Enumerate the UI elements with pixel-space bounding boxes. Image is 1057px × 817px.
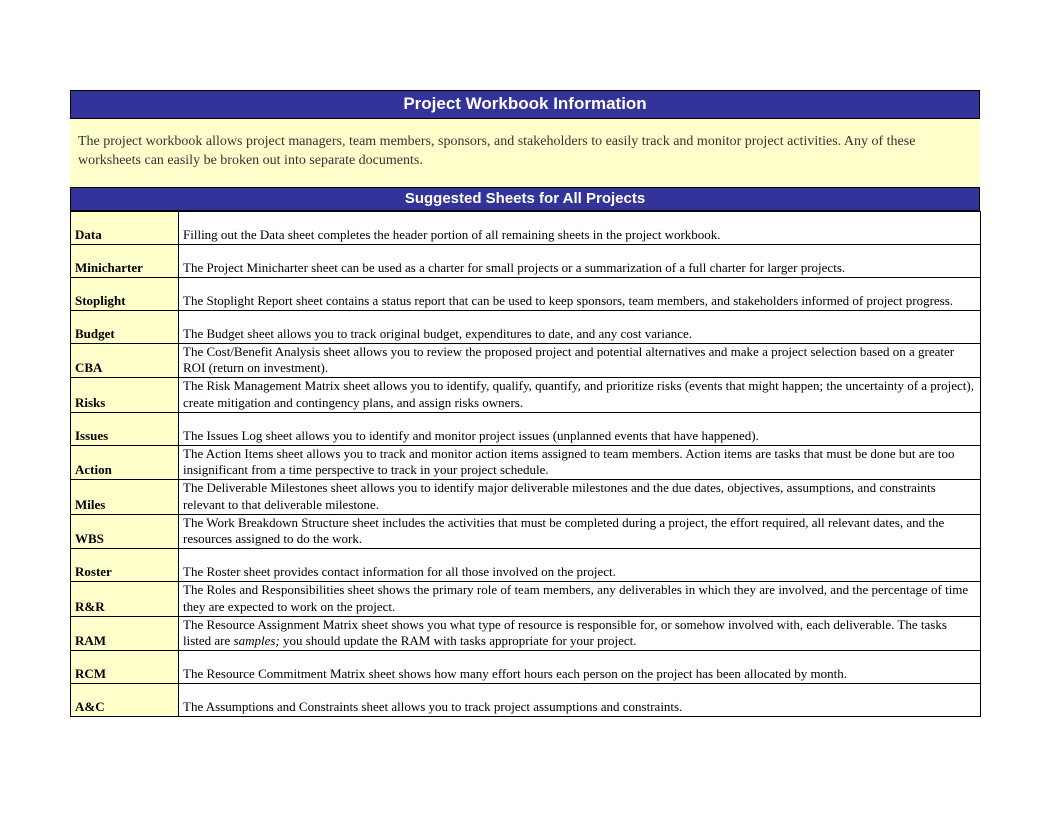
sheets-table: DataFilling out the Data sheet completes… [70, 211, 981, 718]
table-row: RCMThe Resource Commitment Matrix sheet … [71, 651, 981, 684]
sheet-name-cell: CBA [71, 343, 179, 378]
sheet-name-cell: Roster [71, 549, 179, 582]
table-row: R&RThe Roles and Responsibilities sheet … [71, 582, 981, 617]
sheet-name-cell: Issues [71, 412, 179, 445]
table-row: MinicharterThe Project Minicharter sheet… [71, 244, 981, 277]
sheet-name-cell: Stoplight [71, 277, 179, 310]
sheet-name-cell: RAM [71, 616, 179, 651]
table-row: MilesThe Deliverable Milestones sheet al… [71, 480, 981, 515]
table-row: RisksThe Risk Management Matrix sheet al… [71, 378, 981, 413]
sheet-desc-cell: The Resource Commitment Matrix sheet sho… [179, 651, 981, 684]
sheet-name-cell: R&R [71, 582, 179, 617]
table-row: BudgetThe Budget sheet allows you to tra… [71, 310, 981, 343]
page: Project Workbook Information The project… [0, 0, 1057, 717]
table-row: RosterThe Roster sheet provides contact … [71, 549, 981, 582]
table-row: WBSThe Work Breakdown Structure sheet in… [71, 514, 981, 549]
sheet-desc-cell: The Resource Assignment Matrix sheet sho… [179, 616, 981, 651]
table-row: A&CThe Assumptions and Constraints sheet… [71, 684, 981, 717]
sheet-name-cell: Miles [71, 480, 179, 515]
subheading-bar: Suggested Sheets for All Projects [70, 187, 980, 211]
sheet-name-cell: Budget [71, 310, 179, 343]
sheet-desc-cell: The Work Breakdown Structure sheet inclu… [179, 514, 981, 549]
intro-text: The project workbook allows project mana… [78, 134, 915, 168]
subheading-text: Suggested Sheets for All Projects [405, 190, 645, 207]
sheet-name-cell: A&C [71, 684, 179, 717]
sheet-desc-cell: The Roster sheet provides contact inform… [179, 549, 981, 582]
table-row: DataFilling out the Data sheet completes… [71, 211, 981, 244]
sheet-desc-cell: The Deliverable Milestones sheet allows … [179, 480, 981, 515]
sheet-name-cell: Data [71, 211, 179, 244]
sheet-desc-cell: The Stoplight Report sheet contains a st… [179, 277, 981, 310]
table-row: CBAThe Cost/Benefit Analysis sheet allow… [71, 343, 981, 378]
table-row: RAMThe Resource Assignment Matrix sheet … [71, 616, 981, 651]
sheet-desc-cell: The Roles and Responsibilities sheet sho… [179, 582, 981, 617]
title-text: Project Workbook Information [403, 94, 646, 113]
sheet-name-cell: Risks [71, 378, 179, 413]
sheet-name-cell: WBS [71, 514, 179, 549]
sheet-name-cell: Action [71, 445, 179, 480]
sheet-desc-cell: The Action Items sheet allows you to tra… [179, 445, 981, 480]
title-bar: Project Workbook Information [70, 90, 980, 119]
sheet-desc-cell: The Issues Log sheet allows you to ident… [179, 412, 981, 445]
sheet-desc-cell: The Budget sheet allows you to track ori… [179, 310, 981, 343]
sheet-desc-cell: The Risk Management Matrix sheet allows … [179, 378, 981, 413]
sheet-name-cell: Minicharter [71, 244, 179, 277]
table-row: StoplightThe Stoplight Report sheet cont… [71, 277, 981, 310]
sheet-desc-cell: The Project Minicharter sheet can be use… [179, 244, 981, 277]
sheet-name-cell: RCM [71, 651, 179, 684]
table-row: ActionThe Action Items sheet allows you … [71, 445, 981, 480]
intro-block: The project workbook allows project mana… [70, 119, 980, 187]
table-row: IssuesThe Issues Log sheet allows you to… [71, 412, 981, 445]
sheet-desc-cell: Filling out the Data sheet completes the… [179, 211, 981, 244]
sheet-desc-cell: The Cost/Benefit Analysis sheet allows y… [179, 343, 981, 378]
sheet-desc-cell: The Assumptions and Constraints sheet al… [179, 684, 981, 717]
